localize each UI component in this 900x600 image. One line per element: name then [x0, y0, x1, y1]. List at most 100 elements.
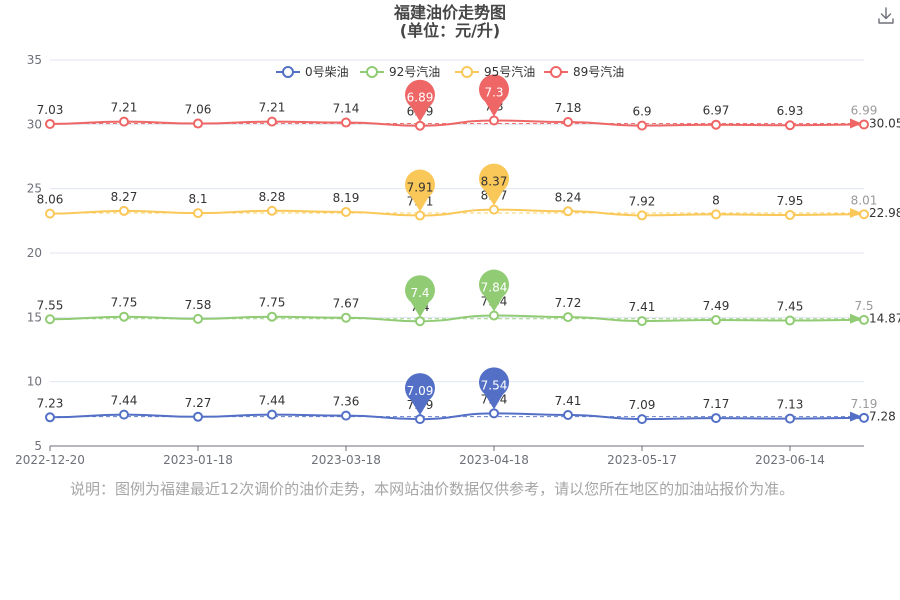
data-point[interactable] — [119, 116, 129, 127]
data-point[interactable] — [193, 208, 203, 219]
download-icon[interactable] — [876, 6, 896, 26]
data-point[interactable] — [785, 413, 795, 424]
data-point[interactable] — [637, 210, 647, 221]
average-arrow — [850, 118, 862, 129]
marker-pin — [405, 275, 436, 318]
data-label: 8.19 — [333, 191, 360, 205]
chart-title: 福建油价走势图 (单位：元/升) — [0, 4, 900, 40]
data-point[interactable] — [415, 210, 425, 221]
data-point[interactable] — [45, 208, 55, 219]
x-tick-label: 2023-04-18 — [459, 453, 529, 467]
data-point[interactable] — [193, 118, 203, 129]
data-label: 7.21 — [259, 101, 286, 115]
data-label: 7.36 — [333, 395, 360, 409]
data-label: 7.45 — [777, 300, 804, 314]
marker-pin-label: 8.37 — [481, 175, 508, 189]
data-label: 8.01 — [851, 193, 878, 207]
data-point[interactable] — [563, 312, 573, 323]
data-label: 6.9 — [632, 105, 651, 119]
legend-symbol[interactable] — [461, 66, 473, 78]
data-point[interactable] — [859, 209, 869, 220]
data-point[interactable] — [45, 118, 55, 129]
data-point[interactable] — [267, 409, 277, 420]
data-point[interactable] — [415, 414, 425, 425]
chart-note: 说明：图例为福建最近12次调价的油价走势，本网站油价数据仅供参考，请以您所在地区… — [70, 480, 795, 498]
data-point[interactable] — [119, 409, 129, 420]
data-point[interactable] — [489, 310, 499, 321]
data-label: 7.06 — [185, 103, 212, 117]
data-label: 7.21 — [111, 101, 138, 115]
x-tick-label: 2023-06-14 — [755, 453, 825, 467]
average-arrow — [850, 208, 862, 219]
data-point[interactable] — [119, 311, 129, 322]
data-label: 7.18 — [555, 101, 582, 115]
data-label: 7.44 — [111, 394, 138, 408]
data-point[interactable] — [193, 411, 203, 422]
data-point[interactable] — [267, 205, 277, 216]
series-line — [49, 208, 865, 217]
data-point[interactable] — [785, 120, 795, 131]
data-point[interactable] — [341, 117, 351, 128]
data-point[interactable] — [859, 314, 869, 325]
data-point[interactable] — [489, 115, 499, 126]
legend-symbol[interactable] — [550, 66, 562, 78]
data-point[interactable] — [637, 316, 647, 327]
y-tick-label: 15 — [27, 310, 42, 324]
marker-pin — [479, 163, 510, 206]
data-point[interactable] — [341, 410, 351, 421]
data-point[interactable] — [563, 206, 573, 217]
data-label: 7.44 — [259, 394, 286, 408]
data-label: 7.75 — [259, 296, 286, 310]
data-point[interactable] — [341, 312, 351, 323]
marker-pin-label: 7.09 — [407, 384, 434, 398]
data-point[interactable] — [859, 412, 869, 423]
legend-symbol[interactable] — [282, 66, 294, 78]
x-tick-label: 2023-05-17 — [607, 453, 677, 467]
data-point[interactable] — [415, 316, 425, 327]
x-tick-label: 2023-03-18 — [311, 453, 381, 467]
chart-title-line1: 福建油价走势图 — [393, 3, 506, 22]
data-label: 7.41 — [629, 300, 656, 314]
average-label: 7.28 — [869, 410, 896, 424]
data-point[interactable] — [563, 409, 573, 420]
data-point[interactable] — [415, 120, 425, 131]
data-point[interactable] — [267, 116, 277, 127]
data-point[interactable] — [489, 408, 499, 419]
marker-pin — [405, 79, 436, 122]
data-point[interactable] — [637, 120, 647, 131]
data-point[interactable] — [341, 206, 351, 217]
data-point[interactable] — [563, 117, 573, 128]
average-label: 30.05 — [869, 116, 900, 130]
data-point[interactable] — [711, 315, 721, 326]
data-label: 6.97 — [703, 104, 730, 118]
legend-label: 89号汽油 — [573, 64, 624, 79]
data-label: 7.19 — [851, 397, 878, 411]
data-point[interactable] — [637, 414, 647, 425]
chart-subtitle: (单位：元/升) — [399, 21, 501, 40]
x-tick-label: 2022-12-20 — [15, 453, 85, 467]
series-line — [49, 119, 865, 127]
data-point[interactable] — [785, 210, 795, 221]
data-point[interactable] — [711, 119, 721, 130]
data-label: 7.41 — [555, 394, 582, 408]
data-label: 7.55 — [37, 298, 64, 312]
legend-label: 0号柴油 — [305, 65, 349, 79]
data-label: 8.27 — [111, 190, 138, 204]
data-point[interactable] — [267, 311, 277, 322]
data-point[interactable] — [119, 205, 129, 216]
data-label: 8.28 — [259, 190, 286, 204]
data-label: 7.23 — [37, 396, 64, 410]
data-label: 6.99 — [851, 103, 878, 117]
legend-symbol[interactable] — [366, 66, 378, 78]
y-tick-label: 10 — [27, 375, 42, 389]
data-point[interactable] — [193, 313, 203, 324]
y-tick-label: 35 — [27, 53, 42, 67]
data-point[interactable] — [859, 119, 869, 130]
data-point[interactable] — [45, 314, 55, 325]
data-point[interactable] — [45, 412, 55, 423]
data-point[interactable] — [489, 204, 499, 215]
data-label: 8.1 — [188, 192, 207, 206]
data-point[interactable] — [711, 209, 721, 220]
data-point[interactable] — [785, 315, 795, 326]
data-point[interactable] — [711, 413, 721, 424]
